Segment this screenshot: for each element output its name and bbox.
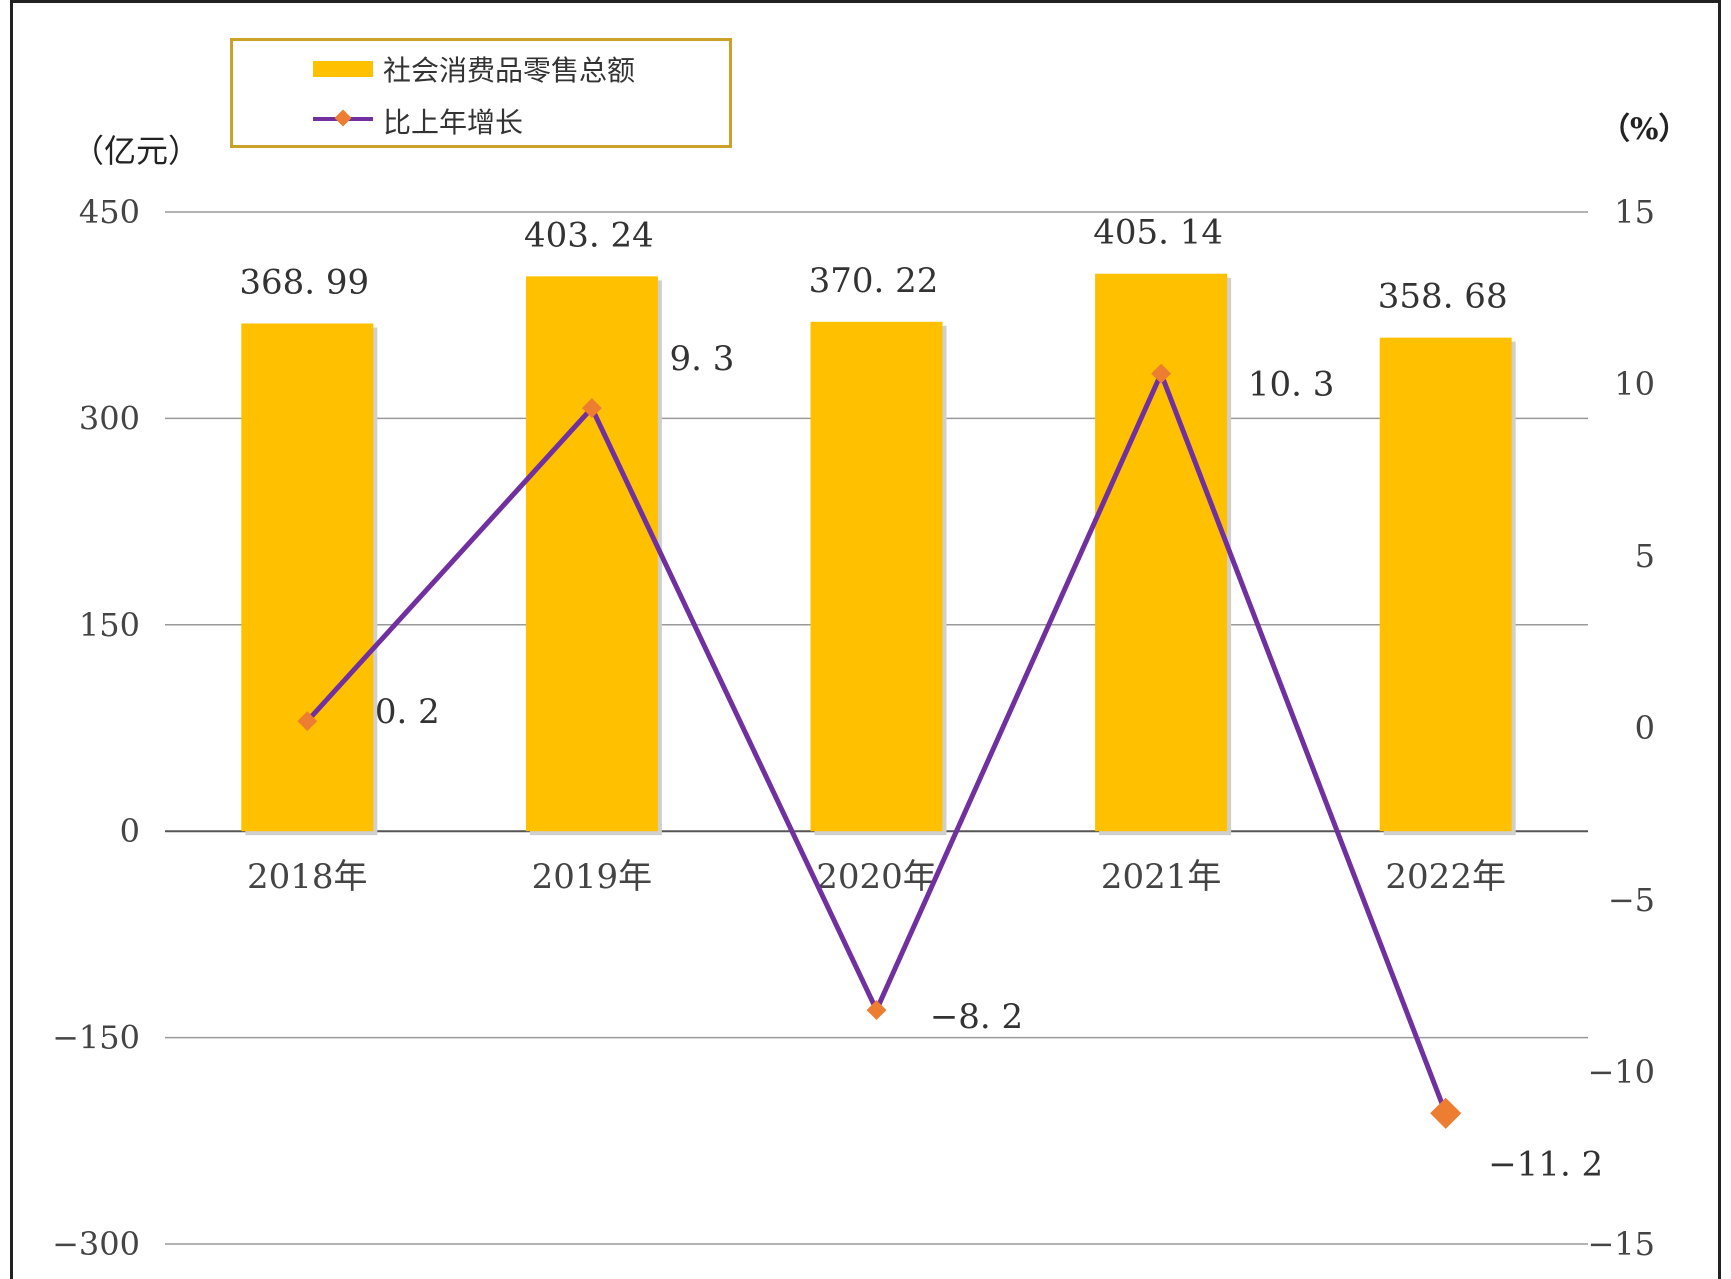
left-tick-label: 300 xyxy=(79,399,140,437)
bar xyxy=(241,323,374,832)
bar xyxy=(1095,273,1228,832)
left-tick-label: −150 xyxy=(52,1019,140,1057)
chart-frame xyxy=(10,0,1721,1279)
legend-label-line: 比上年增长 xyxy=(383,106,524,139)
bar-data-label: 403. 24 xyxy=(524,215,654,255)
line-data-label: 10. 3 xyxy=(1248,365,1335,405)
bar xyxy=(810,321,943,832)
right-axis-unit: （%） xyxy=(1600,112,1689,147)
line-marker xyxy=(1151,363,1171,384)
line-data-label: 9. 3 xyxy=(669,339,734,379)
left-tick-label: −300 xyxy=(52,1225,140,1263)
line-marker xyxy=(582,398,602,418)
bar-data-label: 358. 68 xyxy=(1378,277,1508,317)
left-tick-label: 450 xyxy=(79,193,140,231)
x-tick-label: 2022年 xyxy=(1385,857,1506,897)
right-tick-label: −5 xyxy=(1608,881,1655,919)
bar-data-label: 370. 22 xyxy=(809,261,939,301)
legend-label-bar: 社会消费品零售总额 xyxy=(383,54,636,87)
legend: 社会消费品零售总额 比上年增长 xyxy=(230,38,732,148)
bar-data-label: 405. 14 xyxy=(1093,213,1223,253)
bar xyxy=(525,276,658,832)
legend-bar-swatch xyxy=(313,61,373,77)
line-marker xyxy=(866,1000,887,1020)
left-axis-unit: （亿元） xyxy=(72,132,201,170)
x-tick-label: 2021年 xyxy=(1101,857,1222,897)
bar xyxy=(1379,337,1512,832)
line-marker xyxy=(1430,1097,1462,1129)
x-tick-label: 2020年 xyxy=(816,857,937,897)
x-tick-label: 2019年 xyxy=(532,857,653,897)
line-marker xyxy=(297,711,318,732)
right-tick-label: 10 xyxy=(1614,365,1655,403)
right-tick-label: −15 xyxy=(1587,1225,1655,1263)
left-tick-label: 150 xyxy=(79,606,140,644)
right-tick-label: −10 xyxy=(1587,1053,1655,1091)
line-data-label: −11. 2 xyxy=(1488,1144,1603,1184)
legend-marker-swatch xyxy=(334,109,352,127)
right-tick-label: 5 xyxy=(1635,537,1655,575)
right-tick-label: 15 xyxy=(1614,193,1655,231)
line-data-label: 0. 2 xyxy=(375,692,440,732)
left-tick-label: 0 xyxy=(120,812,140,850)
line-data-label: −8. 2 xyxy=(930,997,1023,1037)
bar-data-label: 368. 99 xyxy=(239,262,369,302)
right-tick-label: 0 xyxy=(1635,709,1655,747)
x-tick-label: 2018年 xyxy=(247,857,368,897)
